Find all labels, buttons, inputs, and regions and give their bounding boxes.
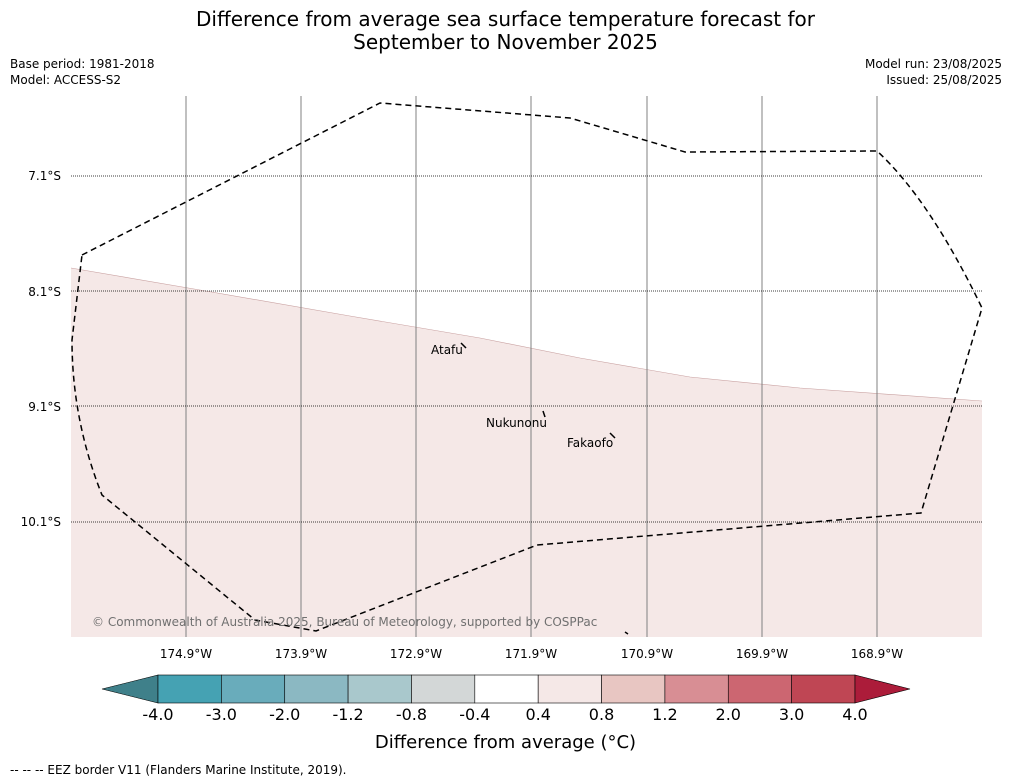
copyright-notice: © Commonwealth of Australia 2025, Bureau… xyxy=(92,615,598,629)
issued-date: Issued: 25/08/2025 xyxy=(886,73,1002,87)
colorbar-tick-label: -2.0 xyxy=(269,705,301,724)
colorbar-bin xyxy=(347,674,412,704)
model-run: Model run: 23/08/2025 xyxy=(864,57,1002,71)
small-island xyxy=(624,631,629,635)
lat-label-7-1: 7.1°S xyxy=(28,169,61,183)
colorbar-tick-label: 0.4 xyxy=(525,705,551,724)
lat-label-8-1: 8.1°S xyxy=(28,285,61,299)
colorbar-bin xyxy=(284,674,349,704)
colorbar-bin xyxy=(664,674,729,704)
colorbar-tick-label: -3.0 xyxy=(205,705,237,724)
colorbar-tick-label: 1.2 xyxy=(652,705,678,724)
lon-label-169-9: 169.9°W xyxy=(735,647,789,661)
lon-label-168-9: 168.9°W xyxy=(850,647,904,661)
colorbar-tick-label: -1.2 xyxy=(332,705,364,724)
atafu-island xyxy=(460,342,467,349)
base-period: Base period: 1981-2018 xyxy=(10,57,155,71)
place-label-nukunonu: Nukunonu xyxy=(486,416,547,430)
lon-label-171-9: 171.9°W xyxy=(504,647,558,661)
fakaofo-island xyxy=(609,432,616,439)
lat-label-9-1: 9.1°S xyxy=(28,400,61,414)
nukunonu-island xyxy=(542,410,546,418)
colorbar-bin xyxy=(221,674,286,704)
legend-eez-border: -- -- -- EEZ border V11 (Flanders Marine… xyxy=(10,763,347,777)
place-label-fakaofo: Fakaofo xyxy=(567,436,614,450)
colorbar-tick-label: 3.0 xyxy=(778,705,805,724)
colorbar-tick-label: -4.0 xyxy=(142,705,174,724)
colorbar-bin xyxy=(411,674,476,704)
place-label-atafu: Atafu xyxy=(431,343,463,357)
lon-label-170-9: 170.9°W xyxy=(620,647,674,661)
colorbar-tick-label: -0.8 xyxy=(395,705,428,724)
colorbar-bin xyxy=(537,674,602,704)
model-name: Model: ACCESS-S2 xyxy=(10,73,122,87)
colorbar-label: Difference from average (°C) xyxy=(374,732,637,753)
colorbar-bin xyxy=(791,674,856,704)
eez-border xyxy=(71,102,983,632)
colorbar-tick-label: 2.0 xyxy=(715,705,741,724)
lon-label-172-9: 172.9°W xyxy=(389,647,443,661)
colorbar-extend-high xyxy=(854,674,911,704)
title-line-1: Difference from average sea surface temp… xyxy=(195,7,815,31)
lon-label-174-9: 174.9°W xyxy=(159,647,213,661)
colorbar-tick-label: -0.4 xyxy=(459,705,491,724)
colorbar-bin xyxy=(601,674,666,704)
anomaly-contour xyxy=(70,267,983,402)
title-line-2: September to November 2025 xyxy=(353,30,658,54)
colorbar-bin xyxy=(157,674,222,704)
colorbar xyxy=(101,674,911,704)
anomaly-region-warm xyxy=(71,268,982,637)
lon-label-173-9: 173.9°W xyxy=(274,647,328,661)
colorbar-tick-label: 4.0 xyxy=(842,705,868,724)
colorbar-bin xyxy=(727,674,792,704)
colorbar-bin xyxy=(474,674,539,704)
colorbar-tick-label: 0.8 xyxy=(588,705,615,724)
colorbar-extend-low xyxy=(101,674,159,704)
lat-label-10-1: 10.1°S xyxy=(20,515,61,529)
